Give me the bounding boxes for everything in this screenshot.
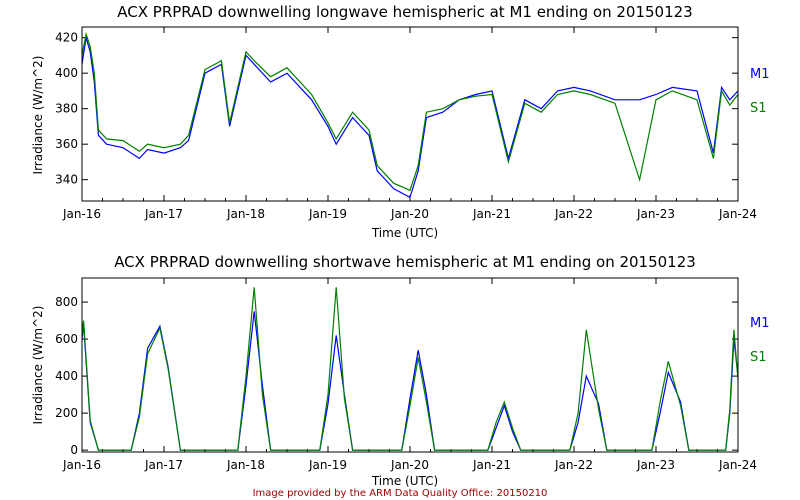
shortwave-x-tick-label: Jan-23	[636, 458, 675, 472]
shortwave-x-tick-label: Jan-16	[62, 458, 101, 472]
longwave-legend-s1: S1	[750, 101, 767, 116]
longwave-legend-m1: M1	[750, 67, 770, 82]
shortwave-legend-m1: M1	[750, 316, 770, 331]
longwave-x-tick-label: Jan-16	[62, 207, 101, 221]
longwave-x-tick-label: Jan-18	[226, 207, 265, 221]
longwave-chart: ACX PRPRAD downwelling longwave hemisphe…	[31, 3, 770, 240]
longwave-y-tick-label: 360	[55, 137, 78, 151]
shortwave-x-tick-label: Jan-20	[390, 458, 429, 472]
shortwave-y-tick-label: 400	[55, 369, 78, 383]
longwave-x-axis-label: Time (UTC)	[371, 226, 438, 240]
shortwave-x-tick-label: Jan-18	[226, 458, 265, 472]
longwave-series-s1-line	[81, 31, 739, 192]
longwave-x-tick-label: Jan-23	[636, 207, 675, 221]
shortwave-y-tick-label: 200	[55, 406, 78, 420]
shortwave-plot-frame	[81, 277, 739, 453]
shortwave-x-tick-label: Jan-24	[718, 458, 757, 472]
longwave-y-tick-label: 400	[55, 66, 78, 80]
shortwave-y-tick-label: 600	[55, 332, 78, 346]
shortwave-y-tick-label: 0	[70, 443, 78, 457]
shortwave-x-tick-label: Jan-22	[554, 458, 593, 472]
shortwave-plot-area	[81, 287, 739, 451]
longwave-x-tick-label: Jan-20	[390, 207, 429, 221]
longwave-y-tick-label: 340	[55, 173, 78, 187]
shortwave-series-s1-line	[81, 287, 739, 451]
longwave-plot-frame	[81, 26, 739, 202]
shortwave-x-axis-label: Time (UTC)	[371, 474, 438, 488]
longwave-y-tick-label: 380	[55, 102, 78, 116]
longwave-x-tick-label: Jan-17	[144, 207, 183, 221]
longwave-x-tick-label: Jan-21	[472, 207, 511, 221]
longwave-plot-area	[81, 31, 739, 199]
shortwave-x-tick-label: Jan-17	[144, 458, 183, 472]
longwave-x-tick-label: Jan-19	[308, 207, 347, 221]
shortwave-x-tick-label: Jan-21	[472, 458, 511, 472]
shortwave-y-tick-label: 800	[55, 295, 78, 309]
shortwave-y-axis-label: Irradiance (W/m^2)	[31, 306, 45, 425]
shortwave-ticks: Jan-16 Jan-17 Jan-18 Jan-19 Jan-20 Jan-21 Jan-…	[55, 278, 757, 472]
longwave-x-tick-label: Jan-22	[554, 207, 593, 221]
longwave-ticks: Jan-16 Jan-17 Jan-18 Jan-19 Jan-20 Jan-21 Jan-…	[55, 27, 757, 221]
longwave-series-m1-line	[81, 37, 739, 199]
shortwave-x-tick-label: Jan-19	[308, 458, 347, 472]
longwave-chart-title: ACX PRPRAD downwelling longwave hemisphe…	[117, 3, 692, 21]
shortwave-chart: ACX PRPRAD downwelling shortwave hemisph…	[31, 253, 770, 488]
shortwave-chart-title: ACX PRPRAD downwelling shortwave hemisph…	[114, 253, 696, 271]
longwave-y-tick-label: 420	[55, 31, 78, 45]
shortwave-legend-s1: S1	[750, 350, 767, 365]
longwave-y-axis-label: Irradiance (W/m^2)	[31, 56, 45, 175]
shortwave-series-m1-line	[81, 311, 739, 451]
credit-text: Image provided by the ARM Data Quality O…	[253, 488, 548, 499]
longwave-x-tick-label: Jan-24	[718, 207, 757, 221]
